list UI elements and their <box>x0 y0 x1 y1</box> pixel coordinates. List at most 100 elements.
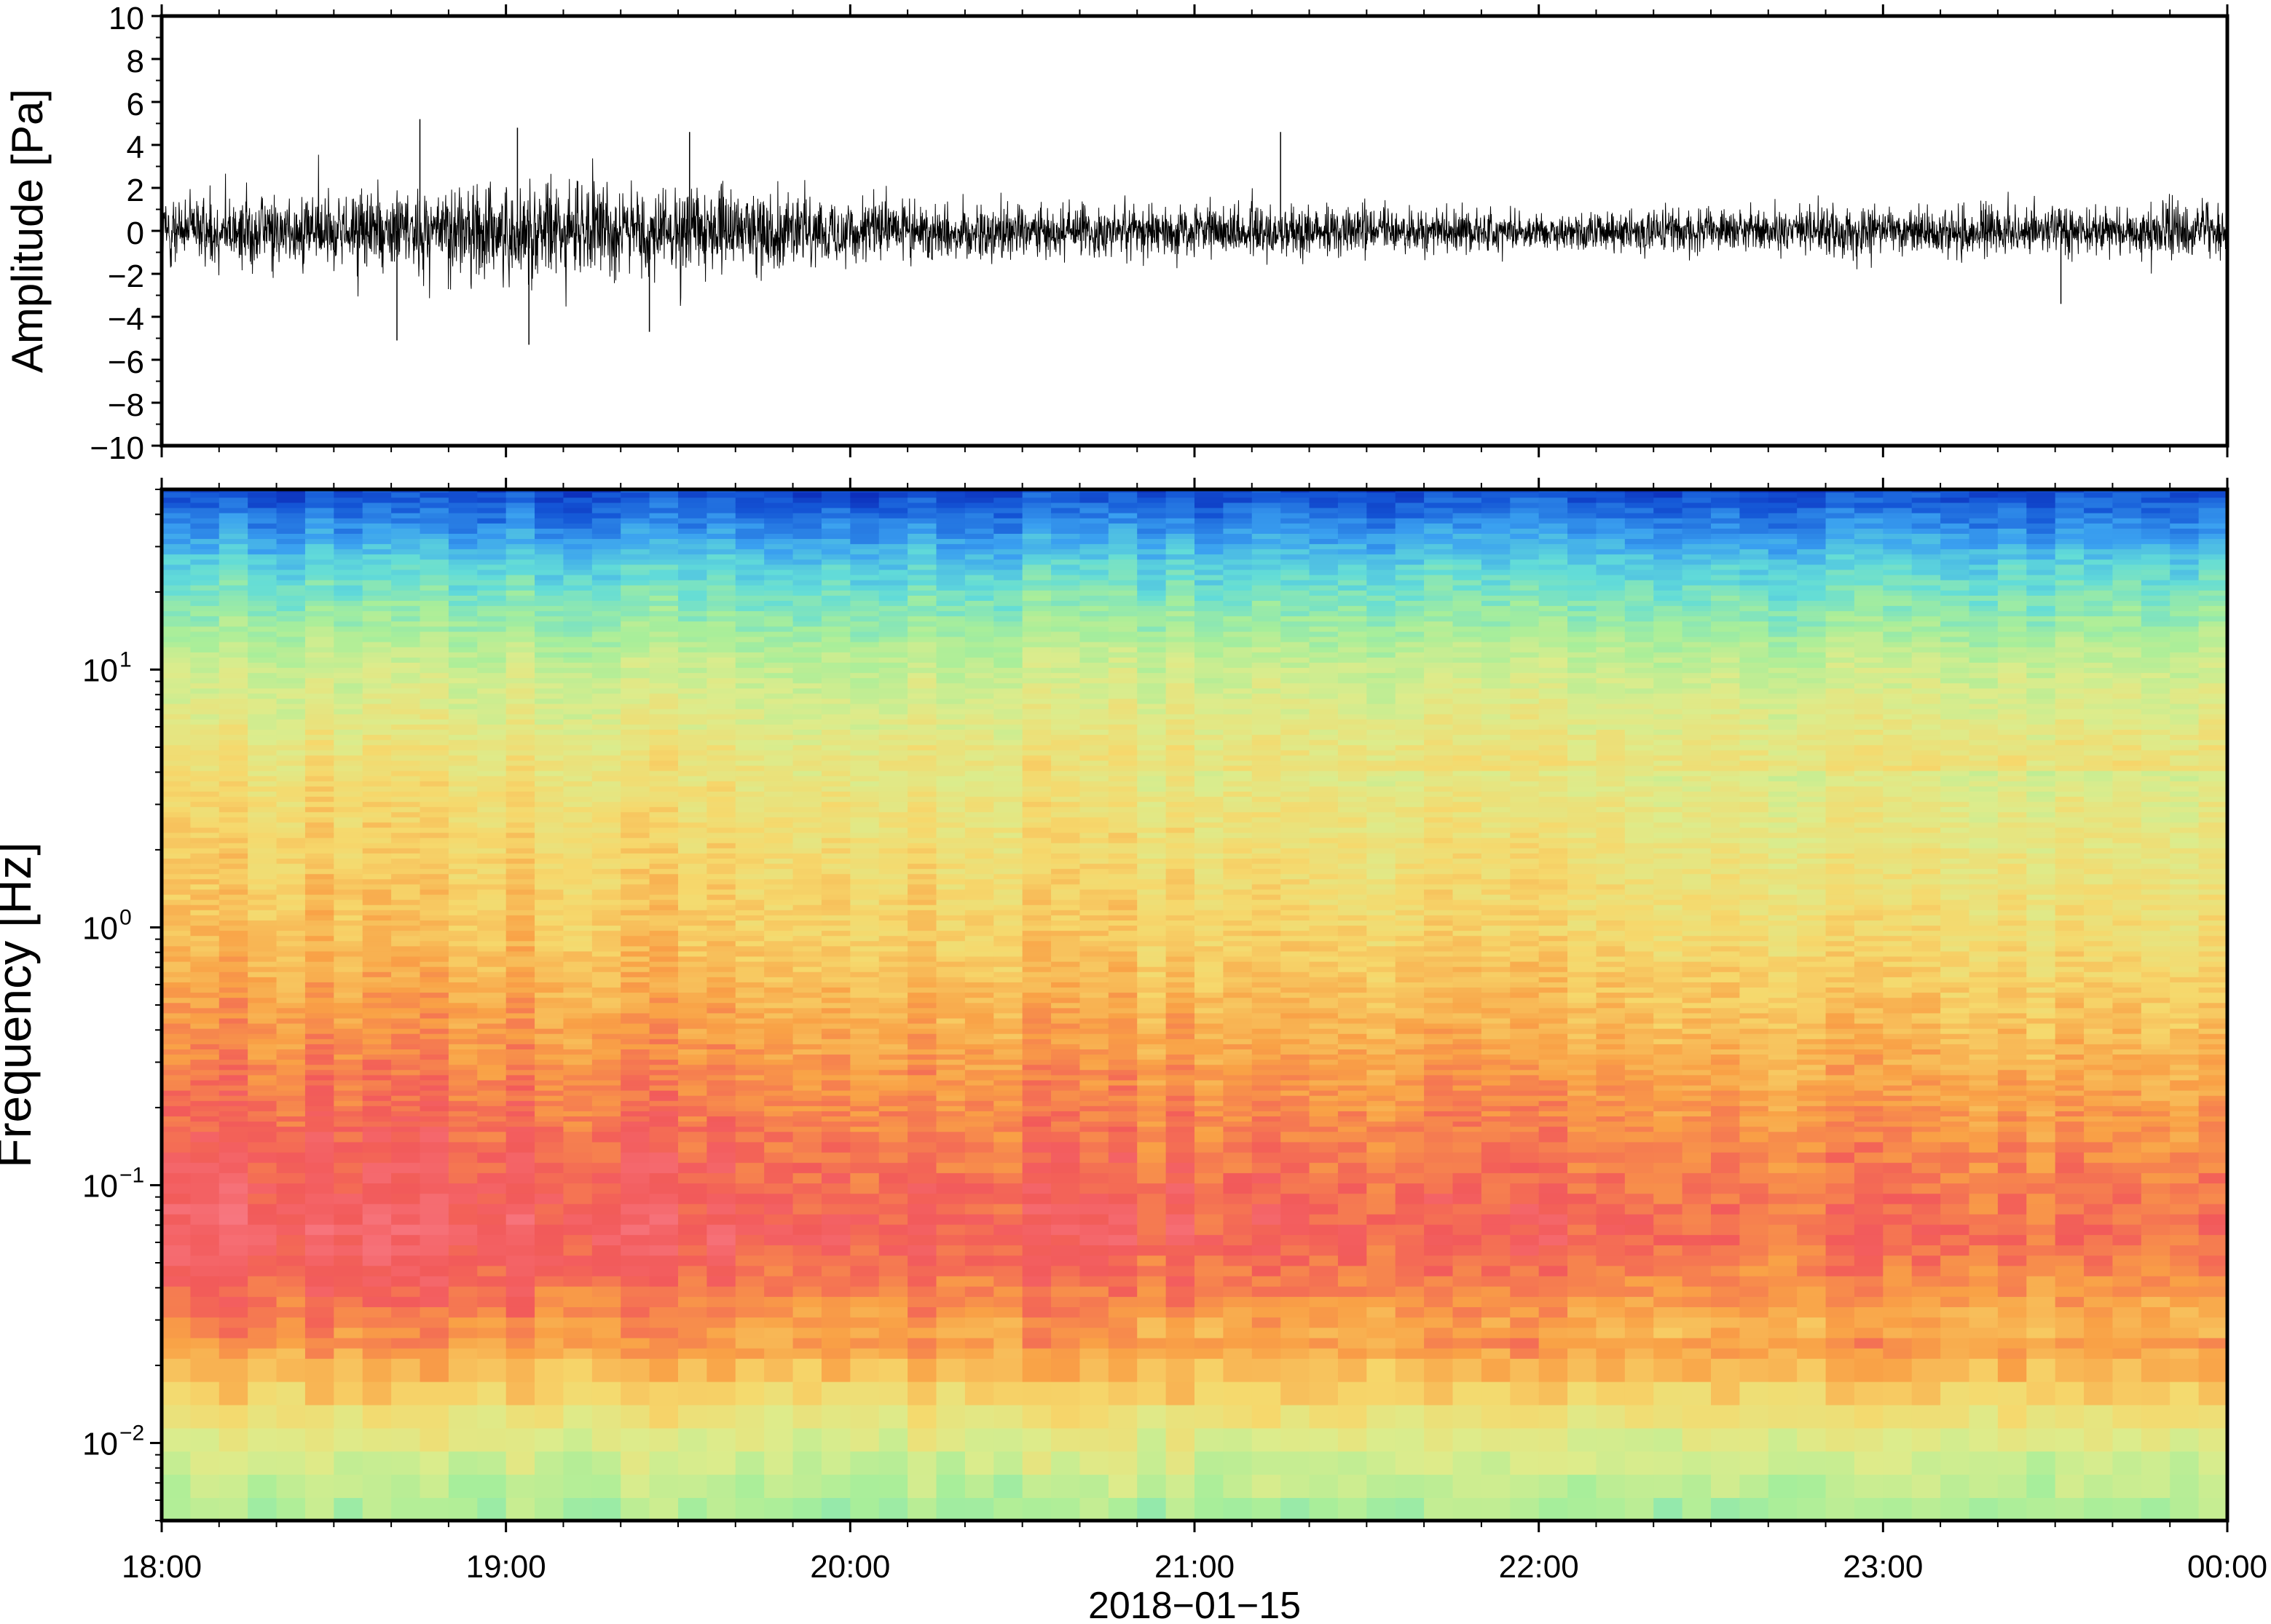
spectrogram-cell <box>678 1064 708 1071</box>
spectrogram-cell <box>649 1095 679 1101</box>
spectrogram-cell <box>707 677 736 684</box>
spectrogram-cell <box>707 770 736 776</box>
spectrogram-cell <box>707 961 736 967</box>
spectrogram-cell <box>821 543 851 550</box>
spectrogram-cell <box>850 765 880 771</box>
spectrogram-cell <box>764 1049 794 1055</box>
spectrogram-cell <box>420 734 449 741</box>
spectrogram-cell <box>908 657 937 663</box>
spectrogram-cell <box>821 955 851 962</box>
spectrogram-cell <box>334 842 363 848</box>
spectrogram-cell <box>792 791 822 797</box>
spectrogram-cell <box>707 904 736 910</box>
spectrogram-cell <box>304 492 335 498</box>
spectrogram-cell <box>678 1012 708 1019</box>
spectrogram-cell <box>563 626 593 632</box>
spectrogram-cell <box>162 863 192 870</box>
spectrogram-cell <box>850 1028 880 1034</box>
spectrogram-cell <box>707 945 736 952</box>
spectrogram-cell <box>1051 832 1081 838</box>
spectrogram-cell <box>707 1100 736 1106</box>
spectrogram-cell <box>821 1095 851 1101</box>
spectrogram-cell <box>219 682 248 689</box>
spectrogram-cell <box>304 961 335 967</box>
spectrogram-cell <box>420 1347 449 1359</box>
spectrogram-cell <box>993 878 1023 885</box>
spectrogram-cell <box>678 1095 708 1101</box>
spectrogram-cell <box>792 507 822 513</box>
spectrogram-cell <box>190 1095 220 1101</box>
spectrogram-cell <box>162 1275 192 1287</box>
spectrogram-cell <box>162 507 192 513</box>
spectrogram-cell <box>591 842 622 848</box>
spectrogram-cell <box>591 775 622 781</box>
spectrogram-cell <box>276 883 306 890</box>
spectrogram-cell <box>678 971 708 977</box>
spectrogram-cell <box>792 1285 822 1297</box>
spectrogram-cell <box>707 894 736 900</box>
spectrogram-cell <box>792 517 822 524</box>
spectrogram-cell <box>850 729 880 736</box>
spectrogram-cell <box>505 739 535 746</box>
spectrogram-cell <box>993 987 1023 993</box>
spectrogram-cell <box>878 1327 908 1339</box>
spectrogram-cell <box>591 971 622 977</box>
spectrogram-cell <box>735 672 765 679</box>
spectrogram-cell <box>850 775 880 781</box>
spectrogram-cell <box>563 1126 593 1132</box>
spectrogram-cell <box>535 667 564 674</box>
spectrogram-cell <box>878 848 908 854</box>
spectrogram-cell <box>591 992 622 998</box>
spectrogram-cell <box>477 569 507 575</box>
spectrogram-cell <box>707 920 736 926</box>
spectrogram-cell <box>276 1381 306 1406</box>
spectrogram-cell <box>591 863 622 870</box>
spectrogram-cell <box>162 626 192 632</box>
spectrogram-cell <box>908 652 937 658</box>
spectrogram-cell <box>850 626 880 632</box>
spectrogram-cell <box>964 1193 995 1205</box>
spectrogram-cell <box>764 615 794 622</box>
spectrogram-cell <box>535 734 564 741</box>
spectrogram-cell <box>649 574 679 580</box>
spectrogram-cell <box>964 1203 995 1215</box>
spectrogram-cell <box>821 667 851 674</box>
spectrogram-cell <box>276 910 306 915</box>
spectrogram-cell <box>276 801 306 808</box>
spectrogram-cell <box>792 693 822 699</box>
spectrogram-cell <box>936 1131 966 1143</box>
spectrogram-cell <box>448 693 479 699</box>
spectrogram-cell <box>477 1111 507 1117</box>
spectrogram-cell <box>334 719 363 725</box>
spectrogram-cell <box>964 1337 995 1349</box>
spectrogram-cell <box>591 1151 622 1163</box>
spectrogram-cell <box>964 579 995 586</box>
spectrogram-cell <box>707 620 736 627</box>
spectrogram-cell <box>1022 888 1052 895</box>
spectrogram-cell <box>505 1172 535 1184</box>
spectrogram-cell <box>219 888 248 895</box>
spectrogram-cell <box>964 1126 995 1132</box>
spectrogram-cell <box>1022 754 1052 761</box>
spectrogram-cell <box>248 512 278 519</box>
spectrogram-cell <box>964 739 995 746</box>
spectrogram-cell <box>850 940 880 947</box>
spectrogram-cell <box>707 734 736 741</box>
spectrogram-cell <box>391 1049 421 1055</box>
spectrogram-cell <box>563 1255 593 1266</box>
spectrogram-cell <box>505 1285 535 1297</box>
spectrogram-cell <box>936 853 966 859</box>
spectrogram-cell <box>391 543 421 550</box>
spectrogram-cell <box>850 1427 880 1452</box>
spectrogram-cell <box>792 1131 822 1143</box>
spectrogram-cell <box>707 579 736 586</box>
spectrogram-cell <box>1022 657 1052 663</box>
spectrogram-cell <box>591 1497 622 1521</box>
spectrogram-cell <box>735 631 765 637</box>
spectrogram-cell <box>936 1327 966 1339</box>
spectrogram-cell <box>448 945 479 952</box>
spectrogram-cell <box>248 791 278 797</box>
spectrogram-cell <box>964 1059 995 1065</box>
spectrogram-cell <box>219 1069 248 1076</box>
spectrogram-cell <box>391 1012 421 1019</box>
